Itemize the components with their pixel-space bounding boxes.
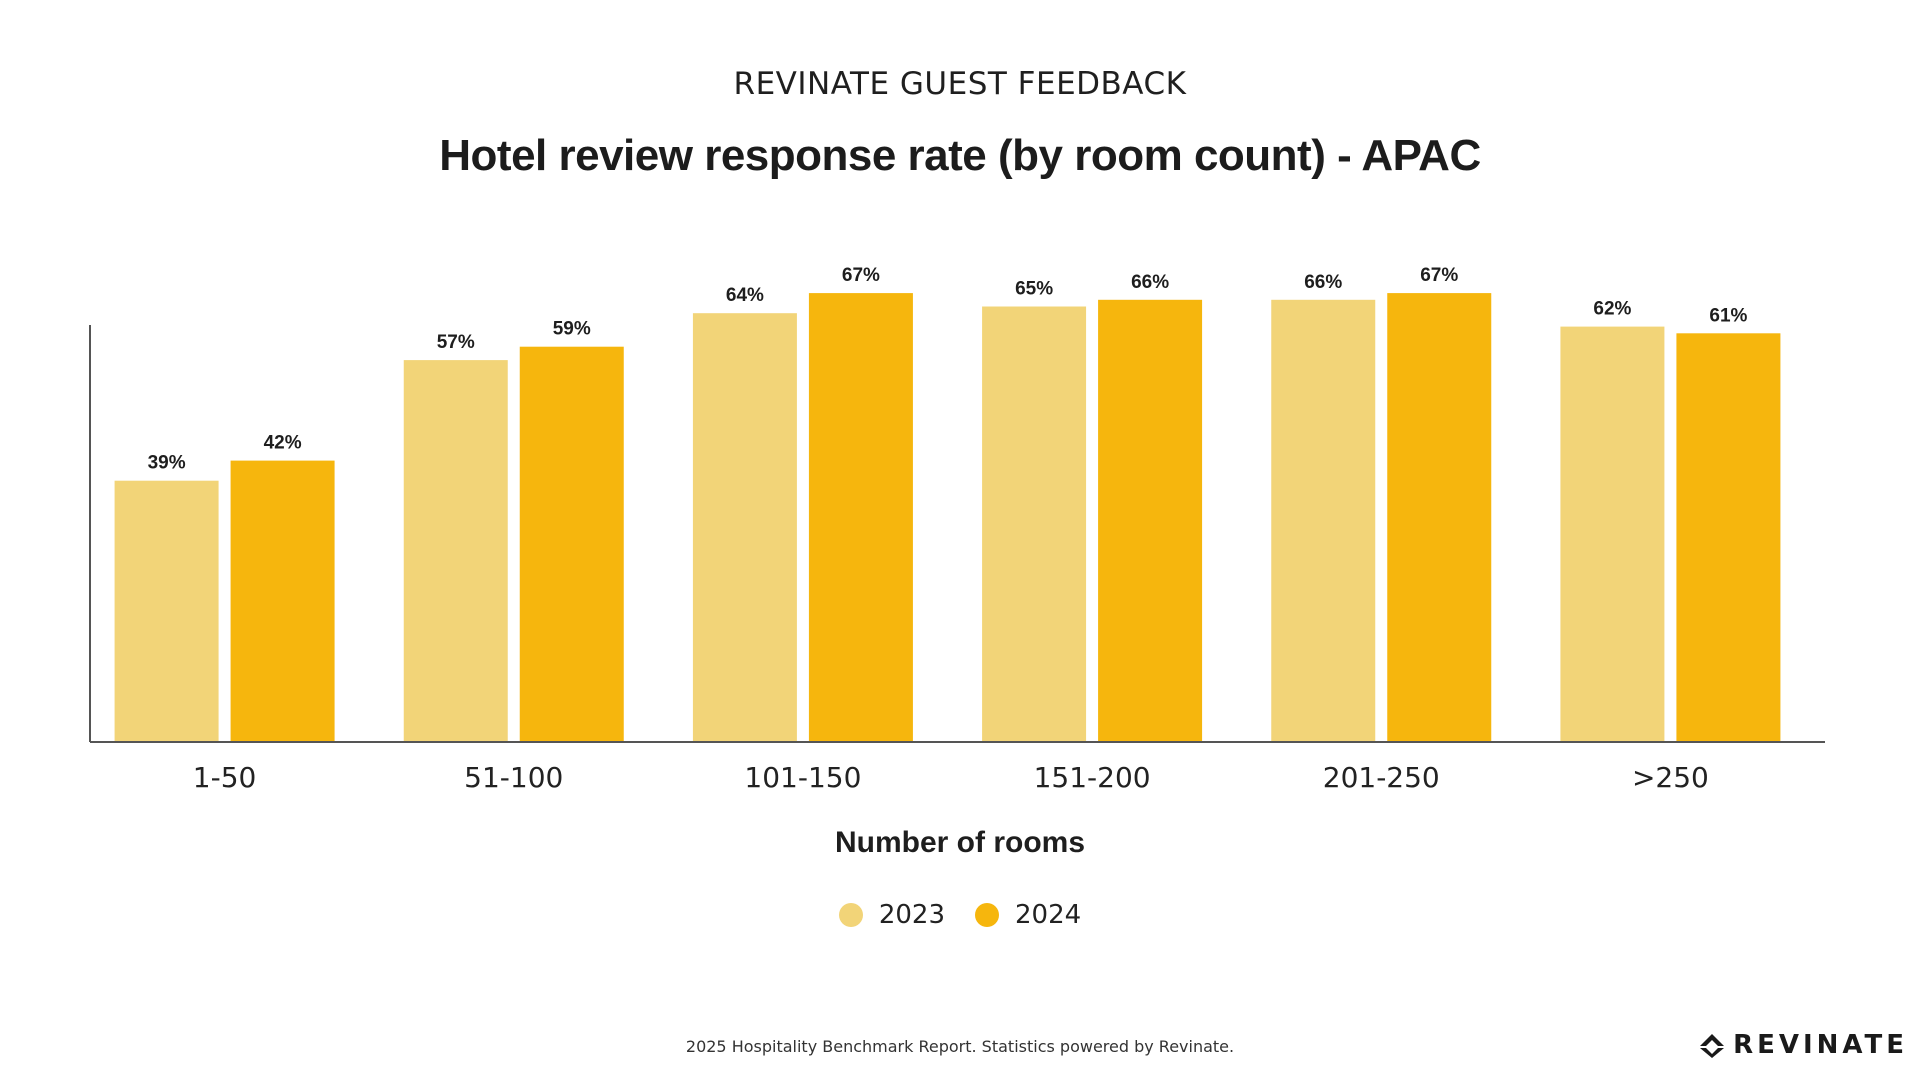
footer-note: 2025 Hospitality Benchmark Report. Stati… [685,1037,1235,1056]
x-tick-label-101-150: 101-150 [744,761,861,794]
bar-2023-101-150 [692,313,797,742]
data-label-2024-1-50: 42% [264,433,302,454]
legend-item-2024: 2024 [975,900,1081,930]
bar-2023-51-100 [403,360,508,742]
data-label-2024->250: 61% [1709,305,1747,326]
data-label-2023-201-250: 66% [1304,272,1342,293]
revinate-logo-icon [1700,1034,1725,1058]
x-axis-label: Number of rooms [834,826,1086,859]
data-label-2024-201-250: 67% [1420,265,1458,286]
x-tick-label-151-200: 151-200 [1034,761,1151,794]
bar-2024-201-250 [1387,293,1492,742]
axes-group: 1-50 51-100 101-150 151-200 201-250 >250 [89,325,1825,794]
data-label-2024-51-100: 59% [553,319,591,340]
chart-supertitle: REVINATE GUEST FEEDBACK [733,66,1187,102]
revinate-logo: REVINATE [1699,1030,1908,1060]
legend-label-2024: 2024 [1015,900,1082,930]
bar-2024-1-50 [230,460,335,742]
x-tick-label->250: >250 [1632,761,1709,794]
data-label-2023-1-50: 39% [148,453,186,474]
x-tick-label-51-100: 51-100 [464,761,563,794]
bar-2024->250 [1676,333,1781,742]
bar-2024-151-200 [1098,299,1203,742]
bar-2023-1-50 [114,480,219,742]
data-label-2023-51-100: 57% [437,332,475,353]
bar-2023->250 [1560,326,1665,742]
bars-group: 39% 42% 57% 59% 64% 67% 65% 66% 66% 67% 62% 61% [114,265,1781,742]
data-label-2024-101-150: 67% [842,265,880,286]
bar-2024-51-100 [519,346,624,742]
legend-item-2023: 2023 [838,900,945,930]
legend: 2023 2024 [0,900,1920,930]
data-label-2023-151-200: 65% [1015,279,1053,300]
bar-2024-101-150 [808,293,913,742]
legend-label-2023: 2023 [878,900,945,930]
data-label-2024-151-200: 66% [1131,272,1169,293]
data-label-2023->250: 62% [1593,299,1631,320]
legend-swatch-2023 [838,903,863,927]
bar-2023-151-200 [982,306,1087,742]
x-tick-label-1-50: 1-50 [193,761,257,794]
data-label-2023-101-150: 64% [726,285,764,306]
legend-swatch-2024 [975,903,999,927]
bar-2023-201-250 [1271,299,1376,742]
revinate-logo-text: REVINATE [1733,1030,1908,1060]
x-tick-label-201-250: 201-250 [1323,761,1440,794]
chart-title: Hotel review response rate (by room coun… [439,131,1481,180]
